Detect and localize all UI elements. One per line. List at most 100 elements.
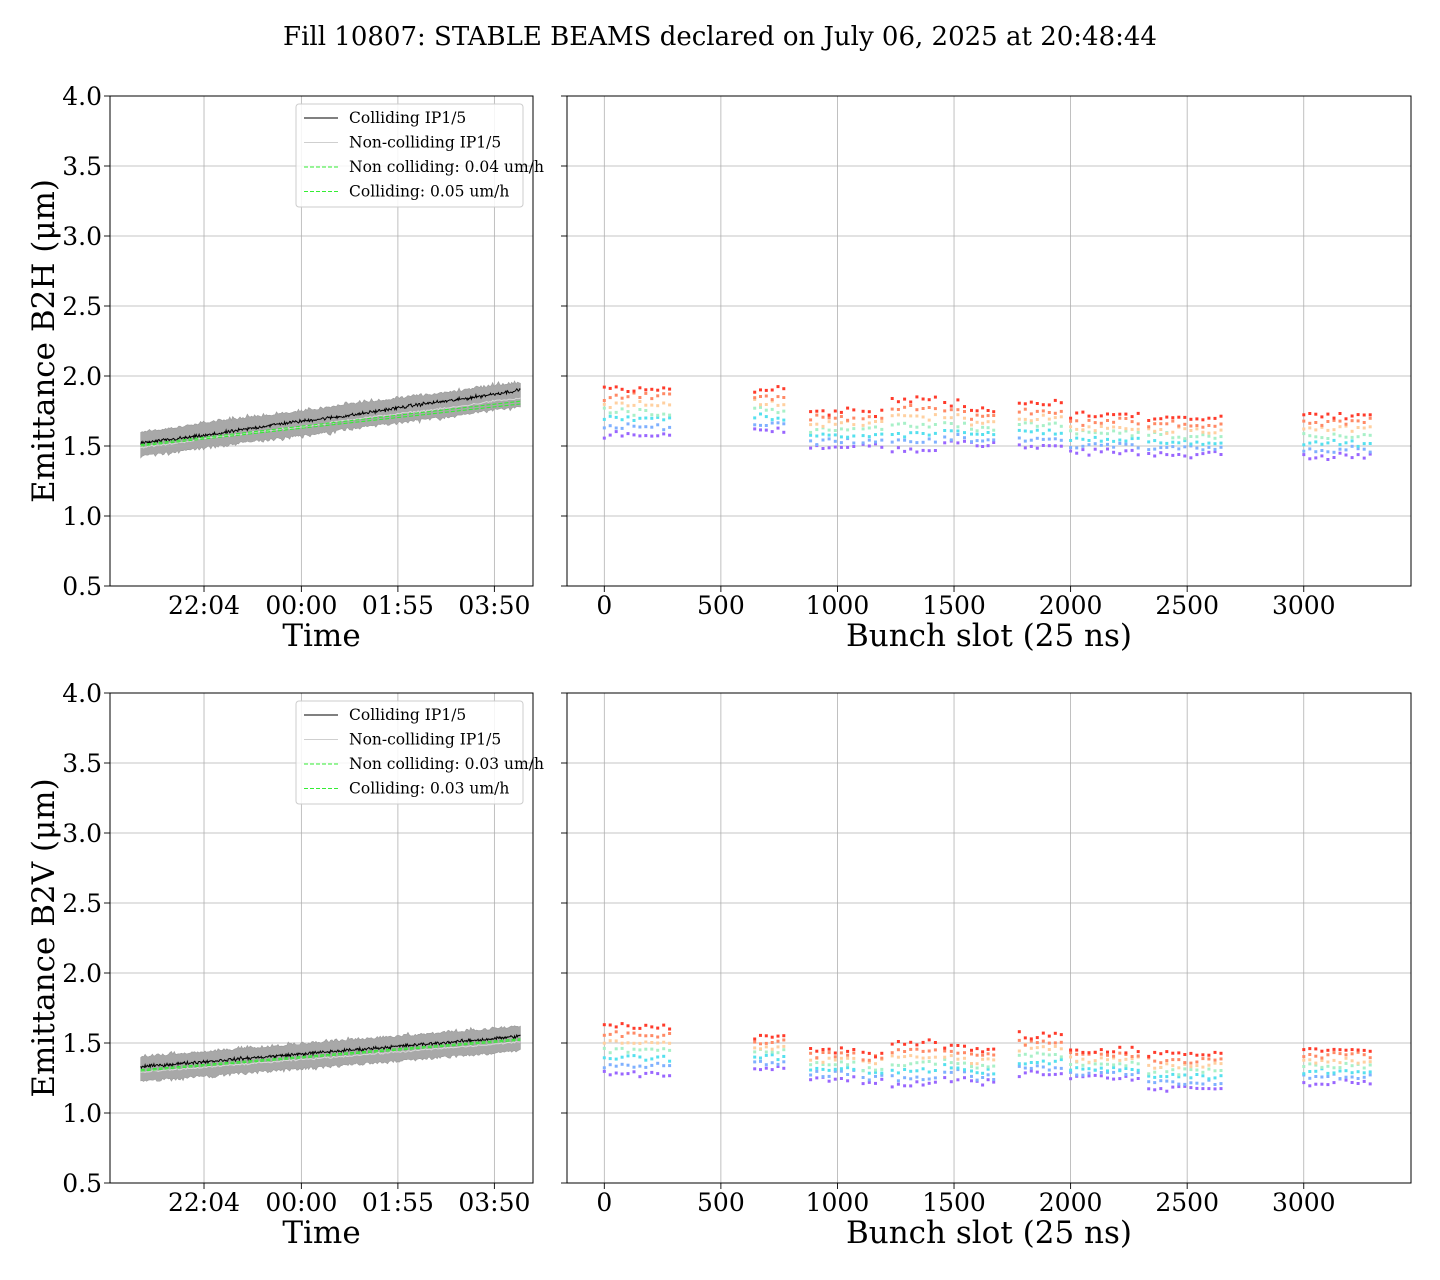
bunch-marker — [1189, 417, 1193, 421]
y-tick-label: 3.5 — [62, 152, 102, 181]
bunch-marker — [909, 1062, 913, 1066]
bunch-marker — [1147, 1074, 1151, 1078]
bunch-marker — [1195, 1060, 1199, 1064]
bunch-marker — [1171, 416, 1175, 420]
fit-line-3 — [140, 400, 521, 446]
bunch-marker — [1195, 1053, 1199, 1057]
bunch-marker — [1130, 1055, 1134, 1058]
bunch-marker — [662, 1047, 666, 1051]
bunch-marker — [632, 433, 636, 437]
bunch-marker — [921, 1056, 925, 1060]
bunch-marker — [656, 1048, 660, 1052]
bunch-marker — [821, 447, 825, 450]
bunch-marker — [1153, 1059, 1157, 1063]
bunch-marker — [1124, 427, 1128, 431]
bunch-marker — [1023, 1036, 1027, 1040]
bunch-marker — [656, 1055, 660, 1059]
bunch-marker — [1147, 1072, 1151, 1076]
bunch-marker — [1041, 1031, 1045, 1035]
bunch-marker — [1153, 1075, 1157, 1079]
bunch-marker — [1099, 431, 1103, 435]
bunch-marker — [915, 1080, 919, 1084]
bunch-marker — [753, 427, 757, 431]
bunch-marker — [1153, 1088, 1157, 1092]
bunch-marker — [1201, 448, 1205, 452]
bunch-marker — [1189, 444, 1193, 448]
bunch-marker — [1189, 442, 1193, 446]
bunch-marker — [1350, 1071, 1354, 1075]
bunch-marker — [970, 1074, 973, 1078]
bunch-marker — [1213, 1069, 1217, 1073]
bunch-marker — [1059, 1058, 1063, 1062]
bunch-marker — [846, 1073, 850, 1076]
bunch-marker — [890, 450, 894, 454]
bunch-marker — [815, 1056, 819, 1060]
bunch-marker — [949, 1080, 953, 1084]
bunch-marker — [1029, 419, 1033, 423]
bunch-marker — [1136, 1077, 1140, 1080]
bunch-marker — [1207, 445, 1211, 449]
bunch-marker — [839, 421, 843, 425]
bunch-marker — [782, 1060, 786, 1064]
bunch-marker — [1201, 1053, 1205, 1057]
bunch-marker — [1308, 441, 1312, 445]
bunch-marker — [1047, 1073, 1051, 1077]
bunch-marker — [839, 441, 843, 445]
bunch-marker — [1350, 444, 1354, 448]
bunch-marker — [1314, 456, 1318, 460]
bunch-marker — [909, 424, 913, 428]
bunch-marker — [975, 1062, 979, 1066]
bunch-marker — [949, 1070, 953, 1074]
bunch-marker — [949, 404, 953, 408]
bunch-marker — [602, 402, 606, 406]
bunch-marker — [1183, 1073, 1187, 1077]
bunch-marker — [981, 1083, 985, 1087]
bunch-marker — [1118, 416, 1122, 420]
bunch-marker — [782, 1044, 786, 1048]
bunch-marker — [1201, 442, 1205, 446]
bunch-marker — [992, 410, 996, 414]
legend-box — [295, 700, 524, 805]
bunch-marker — [981, 421, 985, 425]
bunch-marker — [1035, 418, 1039, 421]
bunch-marker — [1093, 447, 1097, 451]
bunch-marker — [861, 423, 865, 427]
bunch-marker — [602, 1069, 606, 1073]
bunch-marker — [759, 1042, 762, 1046]
bunch-marker — [620, 387, 624, 391]
bunch-marker — [632, 403, 636, 407]
bunch-marker — [992, 1080, 996, 1084]
bunch-marker — [992, 420, 996, 424]
bunch-marker — [827, 1047, 831, 1051]
bunch-marker — [1087, 1051, 1091, 1055]
bunch-marker — [833, 1077, 837, 1081]
bunch-marker — [1207, 416, 1211, 420]
bunch-marker — [963, 421, 966, 425]
bunch-marker — [896, 1055, 900, 1059]
bunch-marker — [1314, 435, 1318, 439]
bunch-marker — [1075, 451, 1079, 455]
bunch-marker — [992, 1072, 996, 1076]
bunch-marker — [1368, 433, 1372, 437]
bunch-marker — [927, 433, 931, 437]
bunch-marker — [1332, 1066, 1336, 1070]
bunch-marker — [981, 1050, 985, 1054]
bunch-marker — [1183, 1084, 1187, 1088]
bunch-marker — [1344, 448, 1348, 452]
x-tick-label: 1000 — [806, 591, 870, 620]
bunch-marker — [949, 429, 953, 433]
bunch-marker — [626, 422, 630, 426]
bunch-marker — [880, 1077, 884, 1081]
bunch-marker — [815, 1066, 819, 1070]
bunch-marker — [943, 1049, 947, 1053]
bunch-marker — [981, 439, 985, 443]
bunch-marker — [846, 418, 850, 422]
bunch-marker — [970, 423, 973, 427]
bunch-marker — [970, 440, 973, 444]
bunch-marker — [1195, 1068, 1199, 1072]
bunch-marker — [1326, 1071, 1330, 1075]
bunch-marker — [975, 1066, 979, 1070]
bunch-marker — [638, 396, 642, 399]
bunch-marker — [1219, 453, 1223, 456]
bunch-marker — [890, 1074, 894, 1078]
